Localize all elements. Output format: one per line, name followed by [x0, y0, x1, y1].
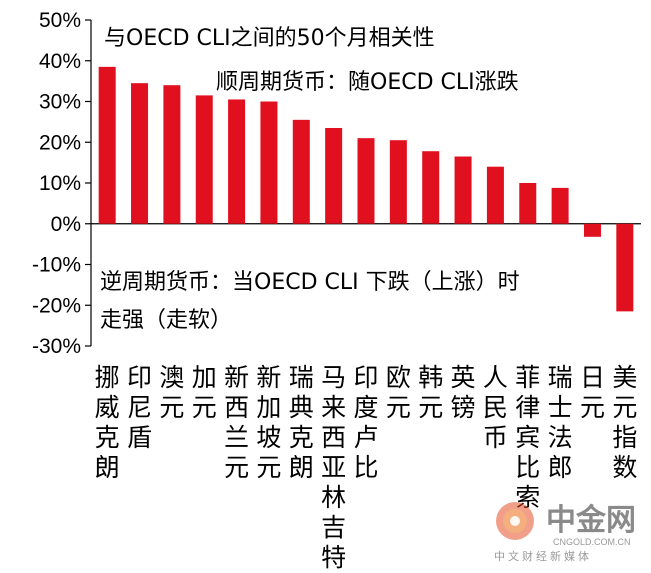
counter-cyclical-annotation-line1: 逆周期货币：当OECD CLI 下跌（上涨）时	[100, 270, 520, 295]
bar	[131, 83, 149, 224]
category-label: 美元指数	[612, 363, 637, 482]
counter-cyclical-annotation-line2: 走强（走软）	[100, 308, 232, 333]
watermark-domain: CNGOLD.COM.CN	[553, 537, 631, 547]
category-label: 新加坡元	[256, 363, 281, 482]
category-label: 马来西亚林吉特	[321, 363, 346, 572]
bar	[486, 166, 504, 224]
y-tick-label: -30%	[32, 335, 81, 358]
bar	[454, 156, 472, 224]
watermark-tagline: 中文财经新媒体	[494, 549, 592, 563]
category-label: 印度卢比	[353, 363, 378, 482]
bar	[357, 138, 375, 224]
bar	[616, 223, 634, 312]
bar	[389, 140, 407, 224]
bar	[551, 187, 569, 224]
bar	[195, 95, 213, 224]
category-label: 菲律宾比索	[515, 363, 540, 512]
y-tick-label: 0%	[51, 213, 81, 236]
y-tick-label: -20%	[32, 294, 81, 317]
pro-cyclical-annotation: 顺周期货币：随OECD CLI涨跌	[216, 70, 519, 95]
bar	[422, 151, 440, 224]
bar	[98, 66, 116, 224]
chart-title-annotation: 与OECD CLI之间的50个月相关性	[104, 26, 435, 51]
bars	[98, 66, 634, 312]
category-label: 瑞典克朗	[289, 363, 314, 482]
bar	[325, 127, 343, 224]
y-tick-label: 40%	[39, 50, 81, 73]
y-tick-label: 20%	[39, 131, 81, 154]
x-axis-category-labels: 挪威克朗印尼盾澳元加元新西兰元新加坡元瑞典克朗马来西亚林吉特印度卢比欧元韩元英镑…	[95, 363, 638, 572]
watermark: 中金网 CNGOLD.COM.CN 中文财经新媒体	[494, 502, 636, 563]
y-tick-label: 50%	[39, 9, 81, 32]
watermark-name: 中金网	[546, 503, 636, 538]
bar	[583, 223, 601, 237]
category-label: 英镑	[451, 363, 476, 422]
category-label: 日元	[580, 363, 605, 422]
category-label: 加元	[192, 363, 217, 422]
category-label: 新西兰元	[224, 363, 249, 482]
category-label: 韩元	[418, 363, 443, 422]
bar	[163, 85, 181, 224]
category-label: 挪威克朗	[95, 363, 120, 482]
bar	[292, 119, 310, 224]
bar	[519, 183, 537, 224]
bar	[228, 99, 246, 224]
y-tick-label: 10%	[39, 172, 81, 195]
watermark-logo-icon	[496, 502, 534, 540]
category-label: 瑞士法郎	[548, 363, 573, 482]
bar	[260, 101, 278, 224]
category-label: 欧元	[386, 363, 411, 422]
category-label: 澳元	[159, 363, 184, 422]
y-tick-label: -10%	[32, 254, 81, 277]
category-label: 人民币	[483, 363, 508, 452]
category-label: 印尼盾	[127, 363, 152, 452]
y-axis-tick-labels: 50% 40% 30% 20% 10% 0% -10% -20% -30%	[32, 9, 81, 358]
y-tick-label: 30%	[39, 91, 81, 114]
